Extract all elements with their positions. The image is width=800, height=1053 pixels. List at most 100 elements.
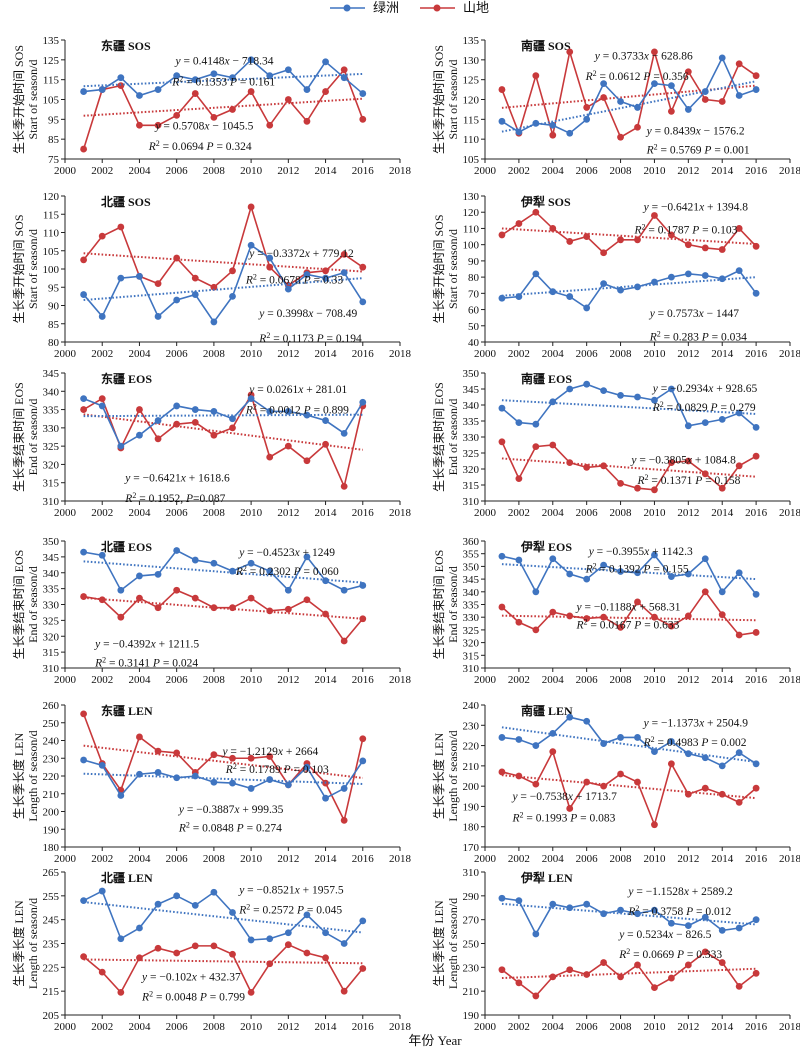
data-point-mountain	[549, 608, 557, 616]
x-tick-label: 2010	[643, 165, 666, 177]
data-point-mountain	[136, 733, 143, 741]
data-point-mountain	[303, 117, 311, 125]
y-axis-subtitle: End of season/d	[446, 566, 460, 643]
annotation-eq-part: y	[258, 308, 265, 320]
y-tick-label: 110	[463, 223, 480, 235]
data-point-mountain	[735, 983, 743, 990]
data-point-mountain	[98, 232, 106, 240]
series-line-oasis	[83, 244, 364, 324]
annotation-eq-part: x	[191, 972, 198, 984]
annotation-eq: y = −0.8521x + 1957.5	[238, 884, 344, 896]
annotation-eq-part: y	[643, 201, 650, 213]
annotation-eq-part: y	[141, 972, 148, 984]
panel-title: 东疆 SOS	[101, 38, 151, 53]
series-line-mountain	[83, 589, 364, 643]
y-tick-label: 325	[463, 625, 480, 637]
annotation-rp-tail: = 0.012	[693, 906, 731, 918]
data-point-mountain	[566, 966, 574, 974]
annotation-rp: R2 = 0.2572 P = 0.045	[238, 902, 342, 917]
y-axis-title: 生长季结束时间 EOS	[432, 382, 446, 492]
data-point-oasis	[266, 72, 274, 80]
annotation-rp: R2 = 0.4983 P = 0.002	[643, 735, 747, 750]
annotation-rp-mid: = 0.0694	[160, 141, 207, 153]
x-tick-label: 2008	[203, 348, 226, 360]
data-point-oasis	[247, 56, 255, 64]
x-tick-label: 2004	[128, 674, 151, 686]
data-point-mountain	[634, 236, 641, 244]
y-axis-subtitle: Start of season/d	[446, 229, 460, 309]
y-axis-subtitle: Length of season/d	[26, 730, 40, 821]
annotation-rp: R2 = 0.0669 P = 0.333	[618, 946, 722, 961]
data-point-oasis	[98, 887, 106, 895]
data-point-oasis	[359, 298, 367, 306]
trend-line-mountain	[501, 967, 757, 980]
data-point-oasis	[210, 408, 218, 415]
data-point-oasis	[498, 734, 506, 741]
panel-title: 南疆 EOS	[521, 371, 572, 386]
data-point-mountain	[667, 108, 675, 115]
data-point-mountain	[322, 610, 329, 618]
data-point-mountain	[583, 233, 591, 240]
series-line-mountain	[501, 950, 757, 998]
y-tick-label: 70	[468, 288, 480, 300]
x-tick-label: 2012	[277, 1021, 299, 1033]
series-line-oasis	[83, 58, 364, 97]
data-point-mountain	[80, 406, 88, 413]
data-point-mountain	[684, 241, 692, 249]
y-tick-label: 330	[463, 612, 480, 624]
series-line-oasis	[501, 716, 757, 767]
data-point-oasis	[532, 742, 540, 749]
panel-title: 东疆 EOS	[101, 371, 152, 386]
y-tick-label: 95	[48, 114, 60, 126]
annotation-eq: y = 0.8439x − 1576.2	[646, 125, 745, 137]
x-tick-label: 2010	[240, 507, 263, 519]
annotation-eq-part: y	[652, 383, 659, 395]
data-point-mountain	[173, 749, 181, 757]
data-point-oasis	[752, 590, 760, 598]
annotation-rp: R2 = 0.0678 P = 0.33	[245, 272, 343, 287]
annotation-rp-tail: = 0.799	[207, 992, 245, 1004]
data-point-oasis	[701, 555, 709, 563]
data-point-oasis	[752, 289, 760, 297]
annotation-eq-part: y	[248, 248, 255, 260]
annotation-eq: y = −1.1373x + 2504.9	[643, 717, 749, 729]
data-point-mountain	[634, 961, 641, 969]
annotation-eq-part: x	[180, 473, 187, 485]
annotation-eq-part: x	[150, 639, 157, 651]
panel-4: 40 50 60 70 80 90 100 110 120 130 2000 2002 2004 2006…	[432, 191, 800, 360]
annotation-eq-part: y	[238, 547, 245, 559]
x-tick-label: 2004	[128, 348, 151, 360]
annotation-eq-part: + 928.65	[713, 383, 757, 395]
panel-title: 北疆 LEN	[101, 870, 153, 885]
annotation-rp-sup: 2	[253, 402, 257, 411]
x-tick-label: 2012	[677, 507, 699, 519]
data-point-mountain	[701, 96, 709, 103]
series-line-mountain	[82, 204, 364, 289]
annotation-eq-part: x	[294, 547, 301, 559]
data-point-oasis	[634, 569, 641, 577]
annotation-rp-r: R	[245, 405, 253, 417]
x-tick-label: 2002	[91, 165, 113, 177]
data-point-mountain	[651, 821, 658, 829]
x-tick-label: 2008	[610, 674, 633, 686]
data-point-oasis	[617, 734, 624, 741]
x-tick-label: 2002	[91, 507, 113, 519]
data-point-mountain	[600, 959, 608, 966]
y-axis-subtitle: Length of season/d	[446, 898, 460, 989]
annotation-rp-r: R	[245, 274, 253, 286]
annotation-eq-part: − 1447	[704, 308, 739, 320]
x-tick-label: 2002	[508, 507, 530, 519]
data-point-oasis	[600, 910, 608, 918]
data-point-oasis	[498, 404, 506, 412]
y-axis-subtitle: Start of season/d	[26, 60, 40, 140]
x-tick-label: 2002	[91, 348, 113, 360]
y-tick-label: 345	[463, 574, 480, 586]
y-tick-label: 330	[43, 423, 60, 435]
y-axis-title: 生长季开始时间 SOS	[432, 214, 446, 323]
x-tick-label: 2002	[508, 165, 530, 177]
y-tick-label: 335	[463, 600, 480, 612]
annotation-eq-part: = −1.1373	[649, 717, 700, 729]
annotation-rp-mid: = 0.1789	[237, 764, 284, 776]
data-point-mountain	[498, 603, 506, 611]
x-tick-label: 2010	[240, 674, 263, 686]
